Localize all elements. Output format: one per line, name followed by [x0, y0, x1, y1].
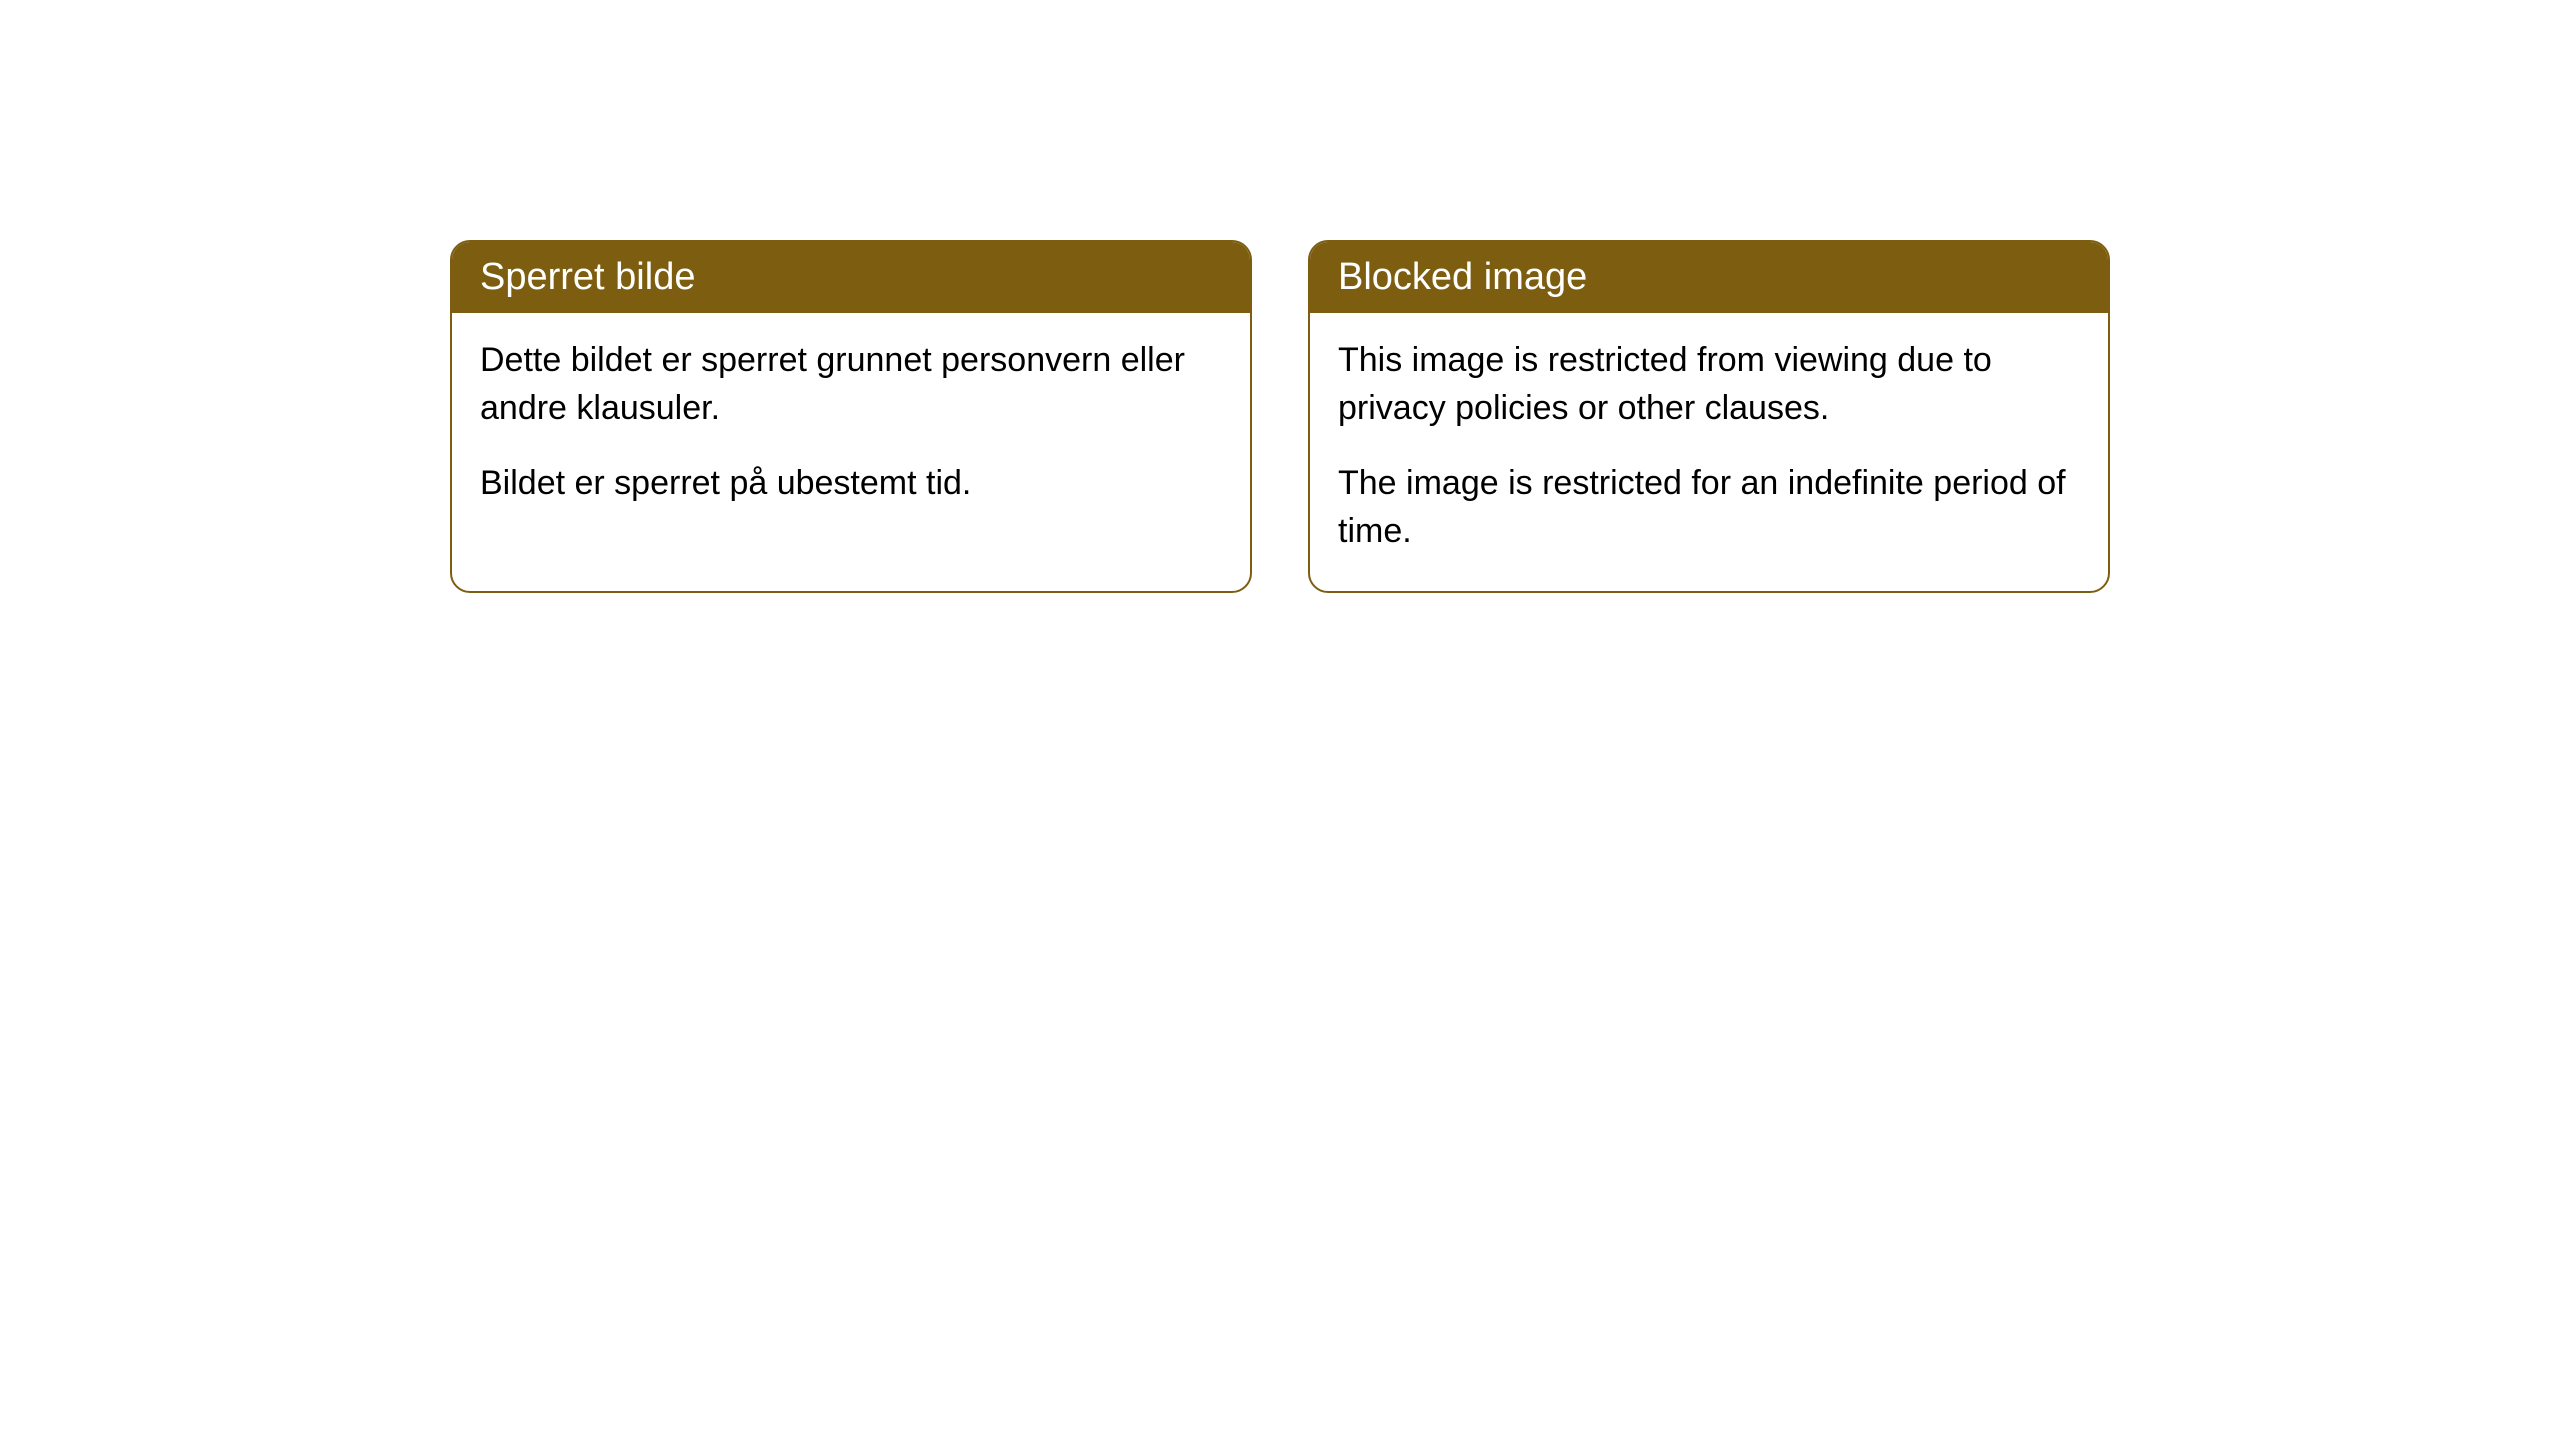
- card-body-english: This image is restricted from viewing du…: [1310, 313, 2108, 591]
- card-paragraph-1: This image is restricted from viewing du…: [1338, 337, 2080, 432]
- card-header-english: Blocked image: [1310, 242, 2108, 313]
- card-paragraph-2: Bildet er sperret på ubestemt tid.: [480, 460, 1222, 508]
- card-header-norwegian: Sperret bilde: [452, 242, 1250, 313]
- card-title: Sperret bilde: [480, 256, 695, 298]
- blocked-image-card-english: Blocked image This image is restricted f…: [1308, 240, 2110, 593]
- blocked-image-card-norwegian: Sperret bilde Dette bildet er sperret gr…: [450, 240, 1252, 593]
- card-paragraph-1: Dette bildet er sperret grunnet personve…: [480, 337, 1222, 432]
- card-paragraph-2: The image is restricted for an indefinit…: [1338, 460, 2080, 555]
- card-body-norwegian: Dette bildet er sperret grunnet personve…: [452, 313, 1250, 544]
- card-title: Blocked image: [1338, 256, 1587, 298]
- notice-cards-container: Sperret bilde Dette bildet er sperret gr…: [450, 240, 2110, 593]
